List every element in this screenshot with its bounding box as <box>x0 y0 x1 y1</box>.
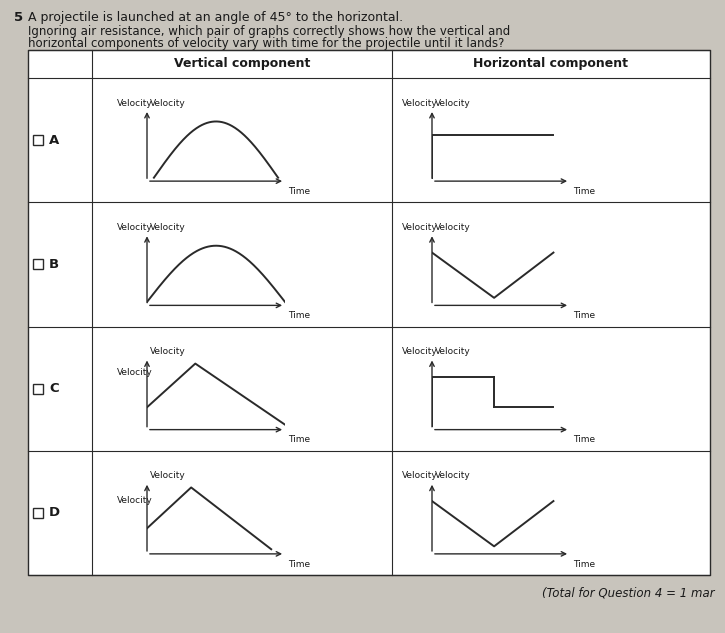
Text: Velocity: Velocity <box>117 496 152 505</box>
Text: A projectile is launched at an angle of 45° to the horizontal.: A projectile is launched at an angle of … <box>28 11 403 24</box>
Text: 5: 5 <box>14 11 23 24</box>
Text: Time: Time <box>288 436 310 444</box>
Bar <box>33 508 43 518</box>
Text: Velocity: Velocity <box>435 99 471 108</box>
Text: Velocity: Velocity <box>402 472 437 480</box>
Text: Time: Time <box>573 187 595 196</box>
Text: Velocity: Velocity <box>435 347 471 356</box>
Text: Time: Time <box>288 311 310 320</box>
Text: B: B <box>49 258 59 271</box>
Text: Velocity: Velocity <box>402 347 437 356</box>
Text: Vertical component: Vertical component <box>174 58 310 70</box>
Bar <box>33 135 43 145</box>
Text: Velocity: Velocity <box>150 99 186 108</box>
Text: Horizontal component: Horizontal component <box>473 58 629 70</box>
Text: Time: Time <box>573 436 595 444</box>
Text: horizontal components of velocity vary with time for the projectile until it lan: horizontal components of velocity vary w… <box>28 37 505 50</box>
Text: Velocity: Velocity <box>150 472 186 480</box>
Text: D: D <box>49 506 60 519</box>
Bar <box>33 384 43 394</box>
Text: Velocity: Velocity <box>117 368 152 377</box>
Text: Velocity: Velocity <box>150 347 186 356</box>
Text: Velocity: Velocity <box>435 223 471 232</box>
Text: (Total for Question 4 = 1 mar: (Total for Question 4 = 1 mar <box>542 587 715 600</box>
Text: Velocity: Velocity <box>402 99 437 108</box>
Text: Velocity: Velocity <box>402 223 437 232</box>
Text: A: A <box>49 134 59 147</box>
Bar <box>33 260 43 270</box>
Text: Time: Time <box>288 560 310 568</box>
Bar <box>28 50 710 575</box>
Text: Velocity: Velocity <box>150 223 186 232</box>
Text: Velocity: Velocity <box>435 472 471 480</box>
Text: Velocity: Velocity <box>117 99 152 108</box>
Text: Time: Time <box>573 560 595 568</box>
Bar <box>28 50 710 575</box>
Text: Time: Time <box>288 187 310 196</box>
Text: C: C <box>49 382 59 395</box>
Text: Velocity: Velocity <box>117 223 152 232</box>
Text: Time: Time <box>573 311 595 320</box>
Text: Ignoring air resistance, which pair of graphs correctly shows how the vertical a: Ignoring air resistance, which pair of g… <box>28 25 510 38</box>
